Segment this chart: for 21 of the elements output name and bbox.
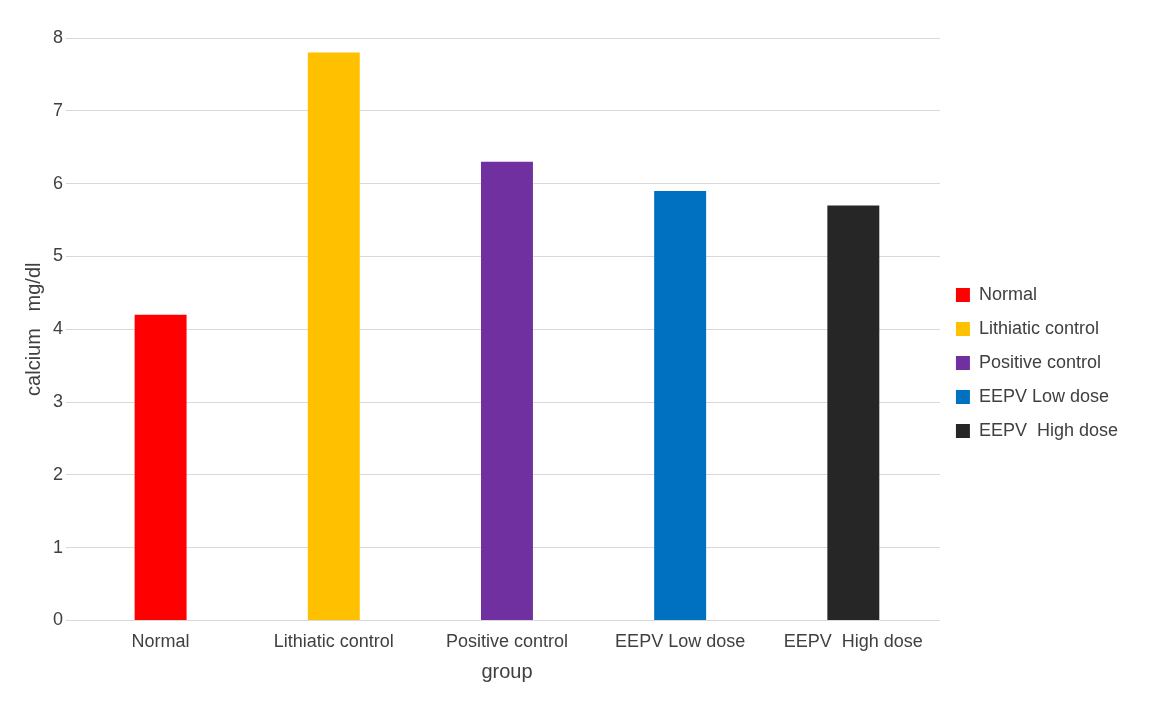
x-axis-title: group <box>481 659 533 682</box>
legend-label: EEPV High dose <box>978 419 1118 440</box>
y-tick-label: 2 <box>53 463 64 484</box>
x-tick-label: EEPV Low dose <box>615 631 746 652</box>
y-tick-label: 3 <box>53 390 64 411</box>
y-tick-label: 6 <box>53 172 64 193</box>
x-tick-label: Lithiatic control <box>273 631 394 652</box>
legend-label: Normal <box>978 283 1037 304</box>
x-tick-label: Positive control <box>445 631 568 652</box>
y-tick-label: 1 <box>53 536 64 557</box>
y-axis-title: calcium mg/dl <box>21 262 44 396</box>
legend-label: Positive control <box>978 351 1101 372</box>
y-tick-label: 4 <box>53 318 64 339</box>
legend-label: EEPV Low dose <box>978 385 1109 406</box>
y-tick-label: 0 <box>53 609 64 630</box>
x-tick-label: Normal <box>131 631 190 652</box>
y-tick-label: 7 <box>53 99 64 120</box>
y-tick-label: 8 <box>53 26 64 47</box>
legend-label: Lithiatic control <box>978 317 1099 338</box>
x-tick-label: EEPV High dose <box>783 631 923 652</box>
y-tick-label: 5 <box>53 245 64 266</box>
